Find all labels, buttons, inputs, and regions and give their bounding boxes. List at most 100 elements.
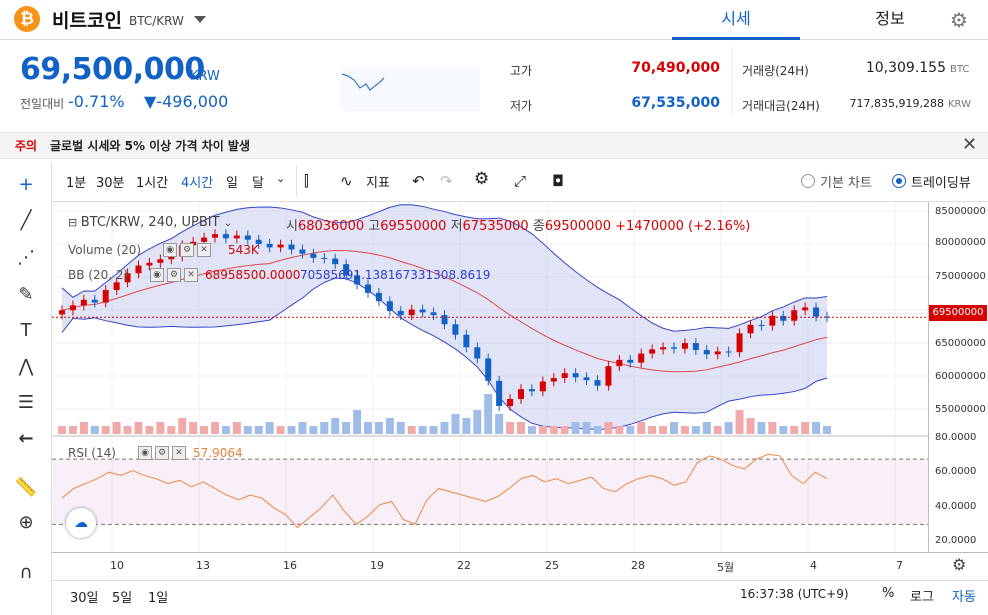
- candle-body: [441, 315, 448, 325]
- range-5d[interactable]: 5일: [112, 591, 133, 606]
- zoom-icon[interactable]: ⊕: [18, 512, 34, 533]
- candle-body: [747, 324, 754, 334]
- radio-tradingview[interactable]: [892, 174, 906, 188]
- volume-bar: [659, 426, 668, 434]
- candle-body: [671, 347, 677, 349]
- settings-icon[interactable]: ⚙: [180, 243, 194, 257]
- eye-icon[interactable]: ◉: [150, 268, 164, 282]
- crosshair-icon[interactable]: +: [18, 174, 34, 195]
- volume-bar: [200, 426, 209, 434]
- candle-body: [288, 244, 295, 250]
- candle-body: [157, 259, 164, 263]
- volume-bar: [615, 426, 624, 434]
- volume-bar: [724, 422, 733, 434]
- close-icon[interactable]: ✕: [962, 134, 978, 155]
- settings-icon[interactable]: ⚙: [167, 268, 181, 282]
- redo-icon[interactable]: ↷: [440, 172, 453, 190]
- candle-body: [572, 373, 579, 378]
- close-icon[interactable]: ✕: [172, 446, 186, 460]
- range-1d[interactable]: 1일: [148, 591, 169, 606]
- legend-collapse-icon[interactable]: ⊟: [68, 216, 81, 229]
- back-arrow-icon[interactable]: ←: [18, 428, 34, 449]
- tradingview-logo-icon[interactable]: ☁: [66, 508, 96, 538]
- auto-toggle[interactable]: 자동: [952, 590, 976, 605]
- interval-month[interactable]: 달: [252, 176, 264, 191]
- camera-icon[interactable]: ◘: [552, 172, 564, 190]
- interval-1h[interactable]: 1시간: [136, 176, 169, 191]
- candle-body: [91, 299, 98, 303]
- projection-icon[interactable]: ☰: [17, 392, 35, 413]
- interval-day[interactable]: 일: [226, 176, 238, 191]
- candle-body: [365, 284, 371, 293]
- clock-time[interactable]: 16:37:38 (UTC+9): [740, 587, 849, 601]
- tab-info[interactable]: 정보: [875, 9, 905, 28]
- magnet-icon[interactable]: ∩: [19, 562, 33, 583]
- range-30d[interactable]: 30일: [70, 591, 99, 606]
- x-tick: 16: [283, 559, 297, 572]
- rsi-tick: 20.0000: [935, 535, 977, 546]
- indicator-icon[interactable]: ∿: [340, 172, 353, 190]
- interval-30m[interactable]: 30분: [96, 176, 125, 191]
- eye-icon[interactable]: ◉: [163, 243, 177, 257]
- rsi-band: [52, 459, 928, 525]
- ruler-icon[interactable]: 📏: [14, 477, 38, 498]
- volume-bar: [90, 426, 99, 434]
- log-toggle[interactable]: 로그: [910, 590, 934, 605]
- interval-1m[interactable]: 1분: [66, 176, 87, 191]
- indicator-button[interactable]: 지표: [366, 176, 390, 191]
- gear-icon[interactable]: ⚙: [952, 555, 967, 574]
- rsi-tick: 60.0000: [935, 466, 977, 477]
- candle-body: [343, 264, 350, 276]
- basic-chart-label[interactable]: 기본 차트: [820, 176, 872, 191]
- coin-name[interactable]: 비트코인: [52, 10, 122, 32]
- price-axis[interactable]: [928, 202, 988, 552]
- settings-icon[interactable]: ⚙: [155, 446, 169, 460]
- candle-body: [474, 347, 481, 359]
- candle-body: [583, 377, 590, 381]
- legend-chevron-icon[interactable]: ⌄: [223, 218, 233, 229]
- volume-bar: [112, 422, 121, 434]
- tradingview-label[interactable]: 트레이딩뷰: [911, 176, 971, 191]
- volume-bar: [495, 414, 504, 434]
- trendline-icon[interactable]: ╱: [20, 210, 32, 231]
- candle-body: [769, 315, 776, 326]
- close-icon[interactable]: ✕: [197, 243, 211, 257]
- x-axis-line: [52, 552, 988, 553]
- tab-price[interactable]: 시세: [672, 0, 800, 40]
- interval-dropdown-icon[interactable]: ⌄: [276, 172, 286, 185]
- chevron-down-icon[interactable]: [194, 16, 206, 23]
- candle-body: [518, 389, 524, 399]
- volume-bar: [440, 422, 449, 434]
- volume-bar: [211, 422, 219, 434]
- volume-bar: [309, 426, 318, 434]
- candle-body: [616, 359, 623, 367]
- candle-body: [485, 358, 492, 381]
- volume-bar: [178, 418, 187, 434]
- text-icon[interactable]: T: [20, 320, 32, 341]
- price-chart[interactable]: [52, 202, 928, 552]
- radio-basic-chart[interactable]: [801, 174, 815, 188]
- volume-bar: [779, 426, 788, 434]
- eye-icon[interactable]: ◉: [138, 446, 152, 460]
- bb-upper-value: 70585691.1381: [300, 268, 396, 282]
- fullscreen-icon[interactable]: ⤢: [514, 172, 527, 190]
- undo-icon[interactable]: ↶: [412, 172, 425, 190]
- gear-icon[interactable]: ⚙: [950, 8, 968, 32]
- change-percent: -0.71%: [68, 92, 125, 111]
- interval-4h[interactable]: 4시간: [181, 176, 214, 191]
- settings-icon[interactable]: ⚙: [474, 169, 490, 189]
- brush-icon[interactable]: ✎: [18, 284, 34, 305]
- legend-bb: BB (20, 2): [68, 268, 129, 282]
- y-tick: 65000000: [935, 338, 986, 349]
- bb-lower-line: [61, 277, 828, 431]
- amount-label: 거래대금(24H): [742, 99, 820, 113]
- close-icon[interactable]: ✕: [184, 268, 198, 282]
- volume-bar: [713, 426, 722, 434]
- fib-icon[interactable]: ⋰: [17, 247, 35, 268]
- candle-type-icon[interactable]: ⫿: [304, 172, 309, 190]
- candle-body: [233, 235, 240, 239]
- percent-toggle[interactable]: %: [882, 586, 895, 601]
- volume-bar: [506, 422, 515, 434]
- pattern-icon[interactable]: ⋀: [18, 356, 34, 377]
- volume-bar: [353, 410, 362, 434]
